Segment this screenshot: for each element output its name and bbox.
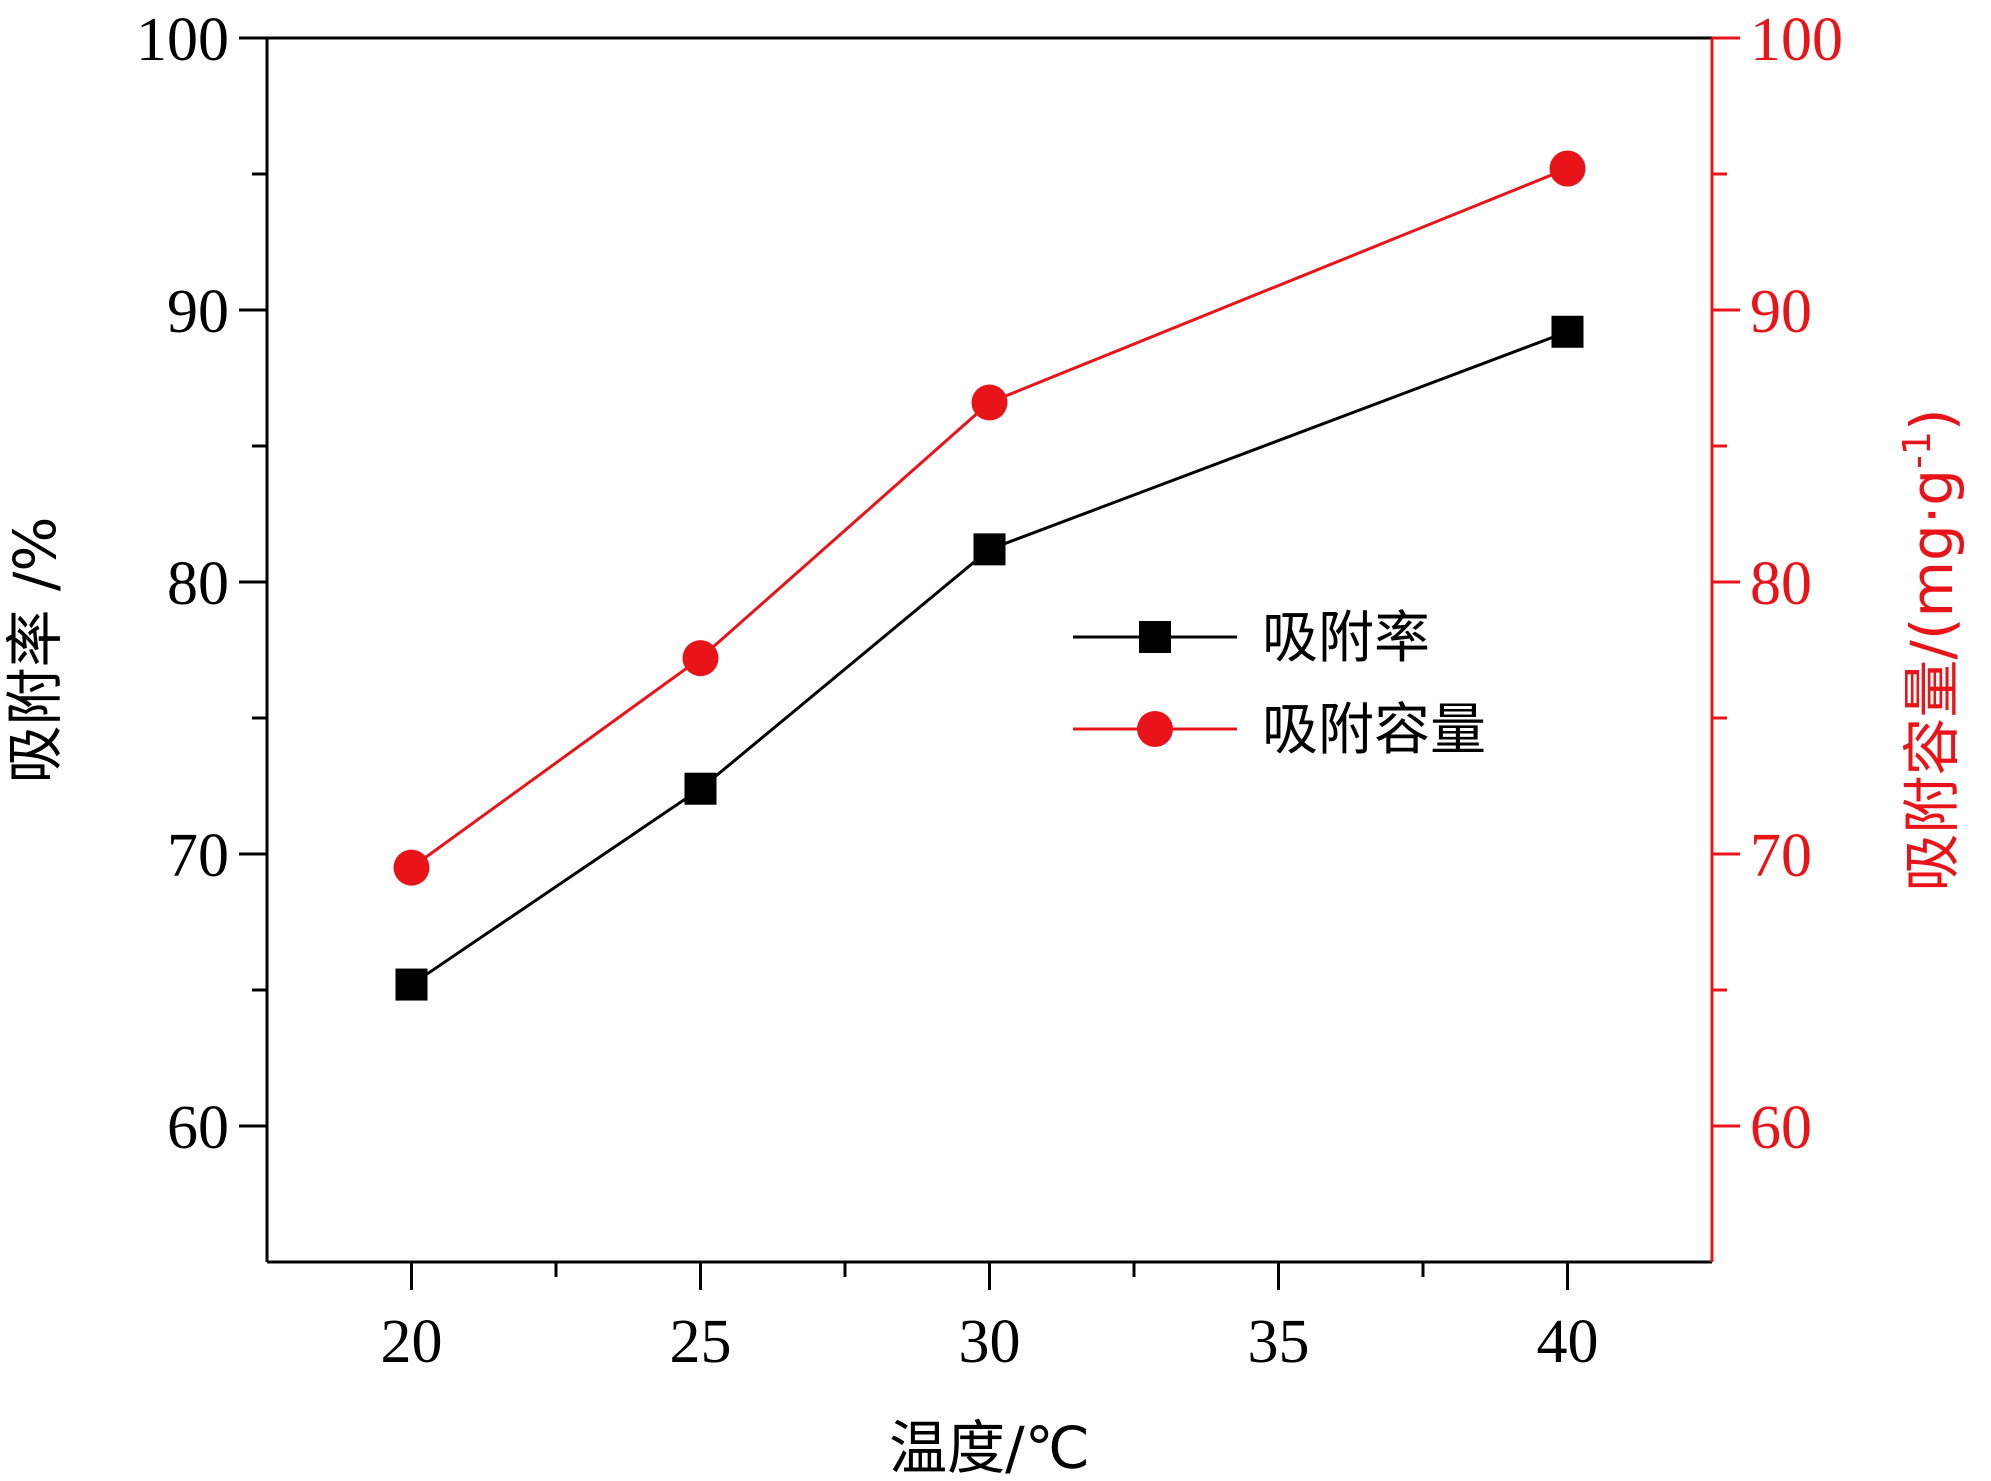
data-point-circle: [682, 640, 719, 677]
x-tick-label: 30: [959, 1308, 1021, 1376]
y-tick-label-right: 60: [1750, 1094, 1812, 1162]
x-axis-title: 温度/℃: [889, 1414, 1090, 1481]
y-tick-label-right: 100: [1750, 6, 1843, 74]
y-axis-title-right: 吸附容量/(mg·g-1): [1895, 408, 1966, 891]
data-point-square: [684, 772, 717, 805]
legend-label: 吸附率: [1262, 606, 1430, 671]
data-point-square: [1551, 315, 1584, 348]
data-point-square: [395, 968, 428, 1001]
y-tick-label-right: 70: [1750, 822, 1812, 890]
y-tick-label-right: 90: [1750, 278, 1812, 346]
y-tick-label-left: 70: [167, 822, 229, 890]
x-tick-label: 25: [670, 1308, 732, 1376]
x-tick-label: 35: [1248, 1308, 1310, 1376]
y-tick-label-left: 90: [167, 278, 229, 346]
data-point-circle: [1549, 150, 1586, 187]
legend-label: 吸附容量: [1262, 698, 1486, 763]
x-tick-label: 40: [1537, 1308, 1599, 1376]
y-tick-label-right: 80: [1750, 550, 1812, 618]
y-axis-title-left: 吸附率 /%: [1, 516, 69, 783]
legend-marker-circle: [1137, 711, 1173, 747]
series-line-1: [410, 330, 1569, 986]
legend-marker-square: [1139, 621, 1171, 653]
data-point-circle: [393, 849, 430, 886]
y-axis-title-right-main: 吸附容量/(mg·g: [1898, 469, 1966, 892]
y-tick-label-left: 60: [167, 1094, 229, 1162]
y-axis-title-right-superscript: -1: [1895, 431, 1939, 469]
y-tick-label-left: 100: [136, 6, 229, 74]
data-point-circle: [971, 384, 1008, 421]
data-point-square: [973, 533, 1006, 566]
y-axis-title-right-close: ): [1898, 408, 1966, 431]
y-tick-label-left: 80: [167, 550, 229, 618]
x-tick-label: 20: [381, 1308, 443, 1376]
series-line-2: [410, 167, 1569, 869]
